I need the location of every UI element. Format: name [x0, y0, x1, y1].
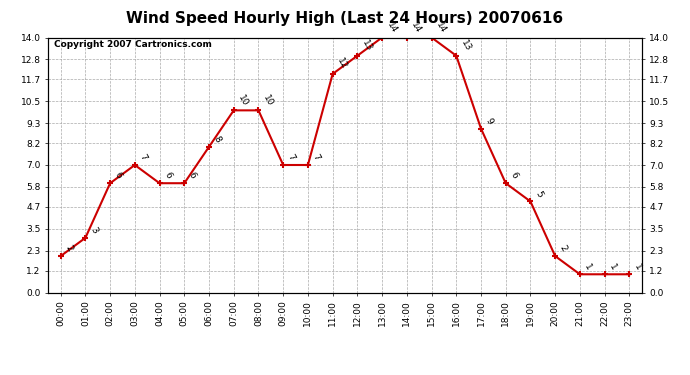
Text: 6: 6 — [113, 171, 124, 180]
Text: 14: 14 — [385, 20, 398, 35]
Text: 1: 1 — [607, 262, 618, 272]
Text: 7: 7 — [137, 153, 148, 162]
Text: 6: 6 — [162, 171, 173, 180]
Text: 14: 14 — [410, 20, 423, 35]
Text: 2: 2 — [558, 244, 569, 253]
Text: 5: 5 — [533, 189, 544, 199]
Text: 10: 10 — [262, 93, 275, 108]
Text: 10: 10 — [237, 93, 250, 108]
Text: 7: 7 — [310, 153, 322, 162]
Text: Copyright 2007 Cartronics.com: Copyright 2007 Cartronics.com — [55, 40, 212, 49]
Text: 1: 1 — [632, 262, 643, 272]
Text: 8: 8 — [212, 135, 222, 144]
Text: 13: 13 — [459, 39, 473, 53]
Text: 13: 13 — [360, 39, 374, 53]
Text: 2: 2 — [63, 244, 74, 253]
Text: 9: 9 — [484, 116, 495, 126]
Text: Wind Speed Hourly High (Last 24 Hours) 20070616: Wind Speed Hourly High (Last 24 Hours) 2… — [126, 11, 564, 26]
Text: 14: 14 — [434, 20, 448, 35]
Text: 12: 12 — [335, 57, 349, 71]
Text: 7: 7 — [286, 153, 297, 162]
Text: 3: 3 — [88, 226, 99, 235]
Text: 1: 1 — [582, 262, 593, 272]
Text: 6: 6 — [509, 171, 519, 180]
Text: 6: 6 — [187, 171, 198, 180]
